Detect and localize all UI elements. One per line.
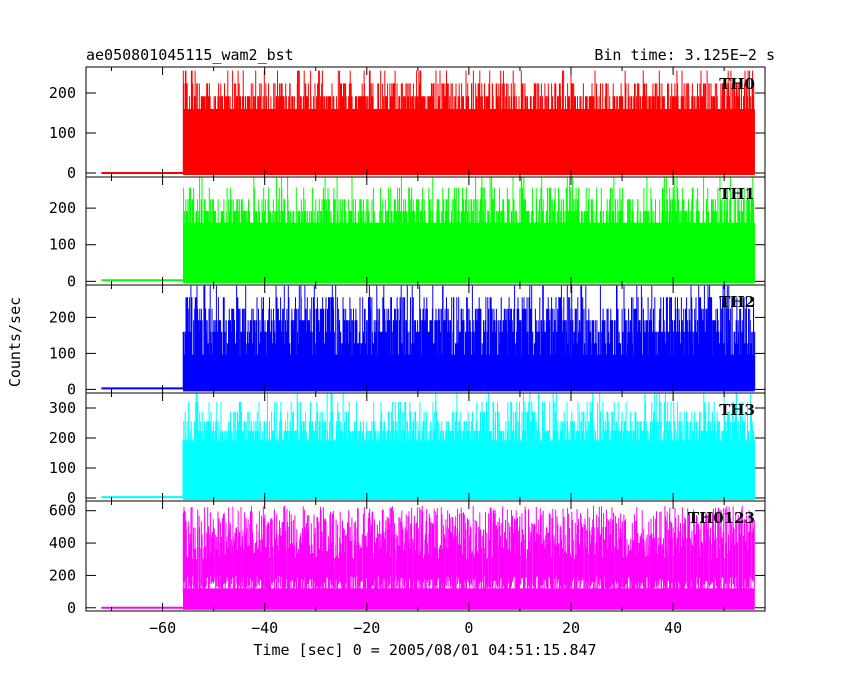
y-tick-label: 100 xyxy=(49,459,76,477)
y-tick-label: 0 xyxy=(67,164,76,182)
y-axis-label: Counts/sec xyxy=(6,297,24,387)
chart-title: ae050801045115_wam2_bst xyxy=(86,46,294,64)
y-tick-label: 0 xyxy=(67,489,76,507)
y-tick-label: 300 xyxy=(49,399,76,417)
y-tick-label: 0 xyxy=(67,380,76,398)
signal-spikes xyxy=(183,177,755,282)
y-tick-label: 200 xyxy=(49,308,76,326)
y-tick-label: 100 xyxy=(49,344,76,362)
x-axis-label: Time [sec] 0 = 2005/08/01 04:51:15.847 xyxy=(253,641,596,659)
signal-spikes xyxy=(182,285,756,390)
series-label: TH2 xyxy=(719,293,755,311)
y-tick-label: 100 xyxy=(49,236,76,254)
signal-spikes xyxy=(182,505,755,599)
x-tick-label: −20 xyxy=(353,619,380,637)
y-tick-label: 100 xyxy=(49,124,76,142)
bin-time-label: Bin time: 3.125E−2 s xyxy=(594,46,775,64)
y-tick-label: 200 xyxy=(49,84,76,102)
series-th0123 xyxy=(101,505,755,610)
x-tick-label: −40 xyxy=(251,619,278,637)
y-tick-label: 200 xyxy=(49,199,76,217)
y-tick-label: 200 xyxy=(49,429,76,447)
series-label: TH3 xyxy=(719,401,755,419)
series-label: TH1 xyxy=(719,185,755,203)
series-th2 xyxy=(101,285,756,392)
y-tick-label: 600 xyxy=(49,502,76,520)
panel-frame xyxy=(85,500,766,612)
panel-th0123: 0 200 400 600 TH0123 −60 −40 −20 0 20 40 xyxy=(49,500,766,637)
panel-th0: 0 100 200 TH0 xyxy=(49,66,766,182)
y-tick-label: 200 xyxy=(49,566,76,584)
series-label: TH0 xyxy=(719,75,755,93)
series-th3 xyxy=(101,393,755,500)
x-tick-label: −60 xyxy=(149,619,176,637)
signal-spikes xyxy=(182,70,755,173)
series-th1 xyxy=(101,177,755,284)
series-label: TH0123 xyxy=(688,509,755,527)
y-tick-label: 0 xyxy=(67,599,76,617)
y-tick-label: 0 xyxy=(67,272,76,290)
x-tick-label: 20 xyxy=(562,619,580,637)
signal-spikes xyxy=(182,393,755,498)
panel-th2: 0 100 200 TH2 xyxy=(49,284,766,398)
x-tick-label: 40 xyxy=(664,619,682,637)
panel-th1: 0 100 200 TH1 xyxy=(49,176,766,290)
x-tick-label: 0 xyxy=(464,619,473,637)
y-tick-label: 400 xyxy=(49,534,76,552)
panel-th3: 0 100 200 300 TH3 xyxy=(49,392,766,507)
series-th0 xyxy=(101,70,755,175)
